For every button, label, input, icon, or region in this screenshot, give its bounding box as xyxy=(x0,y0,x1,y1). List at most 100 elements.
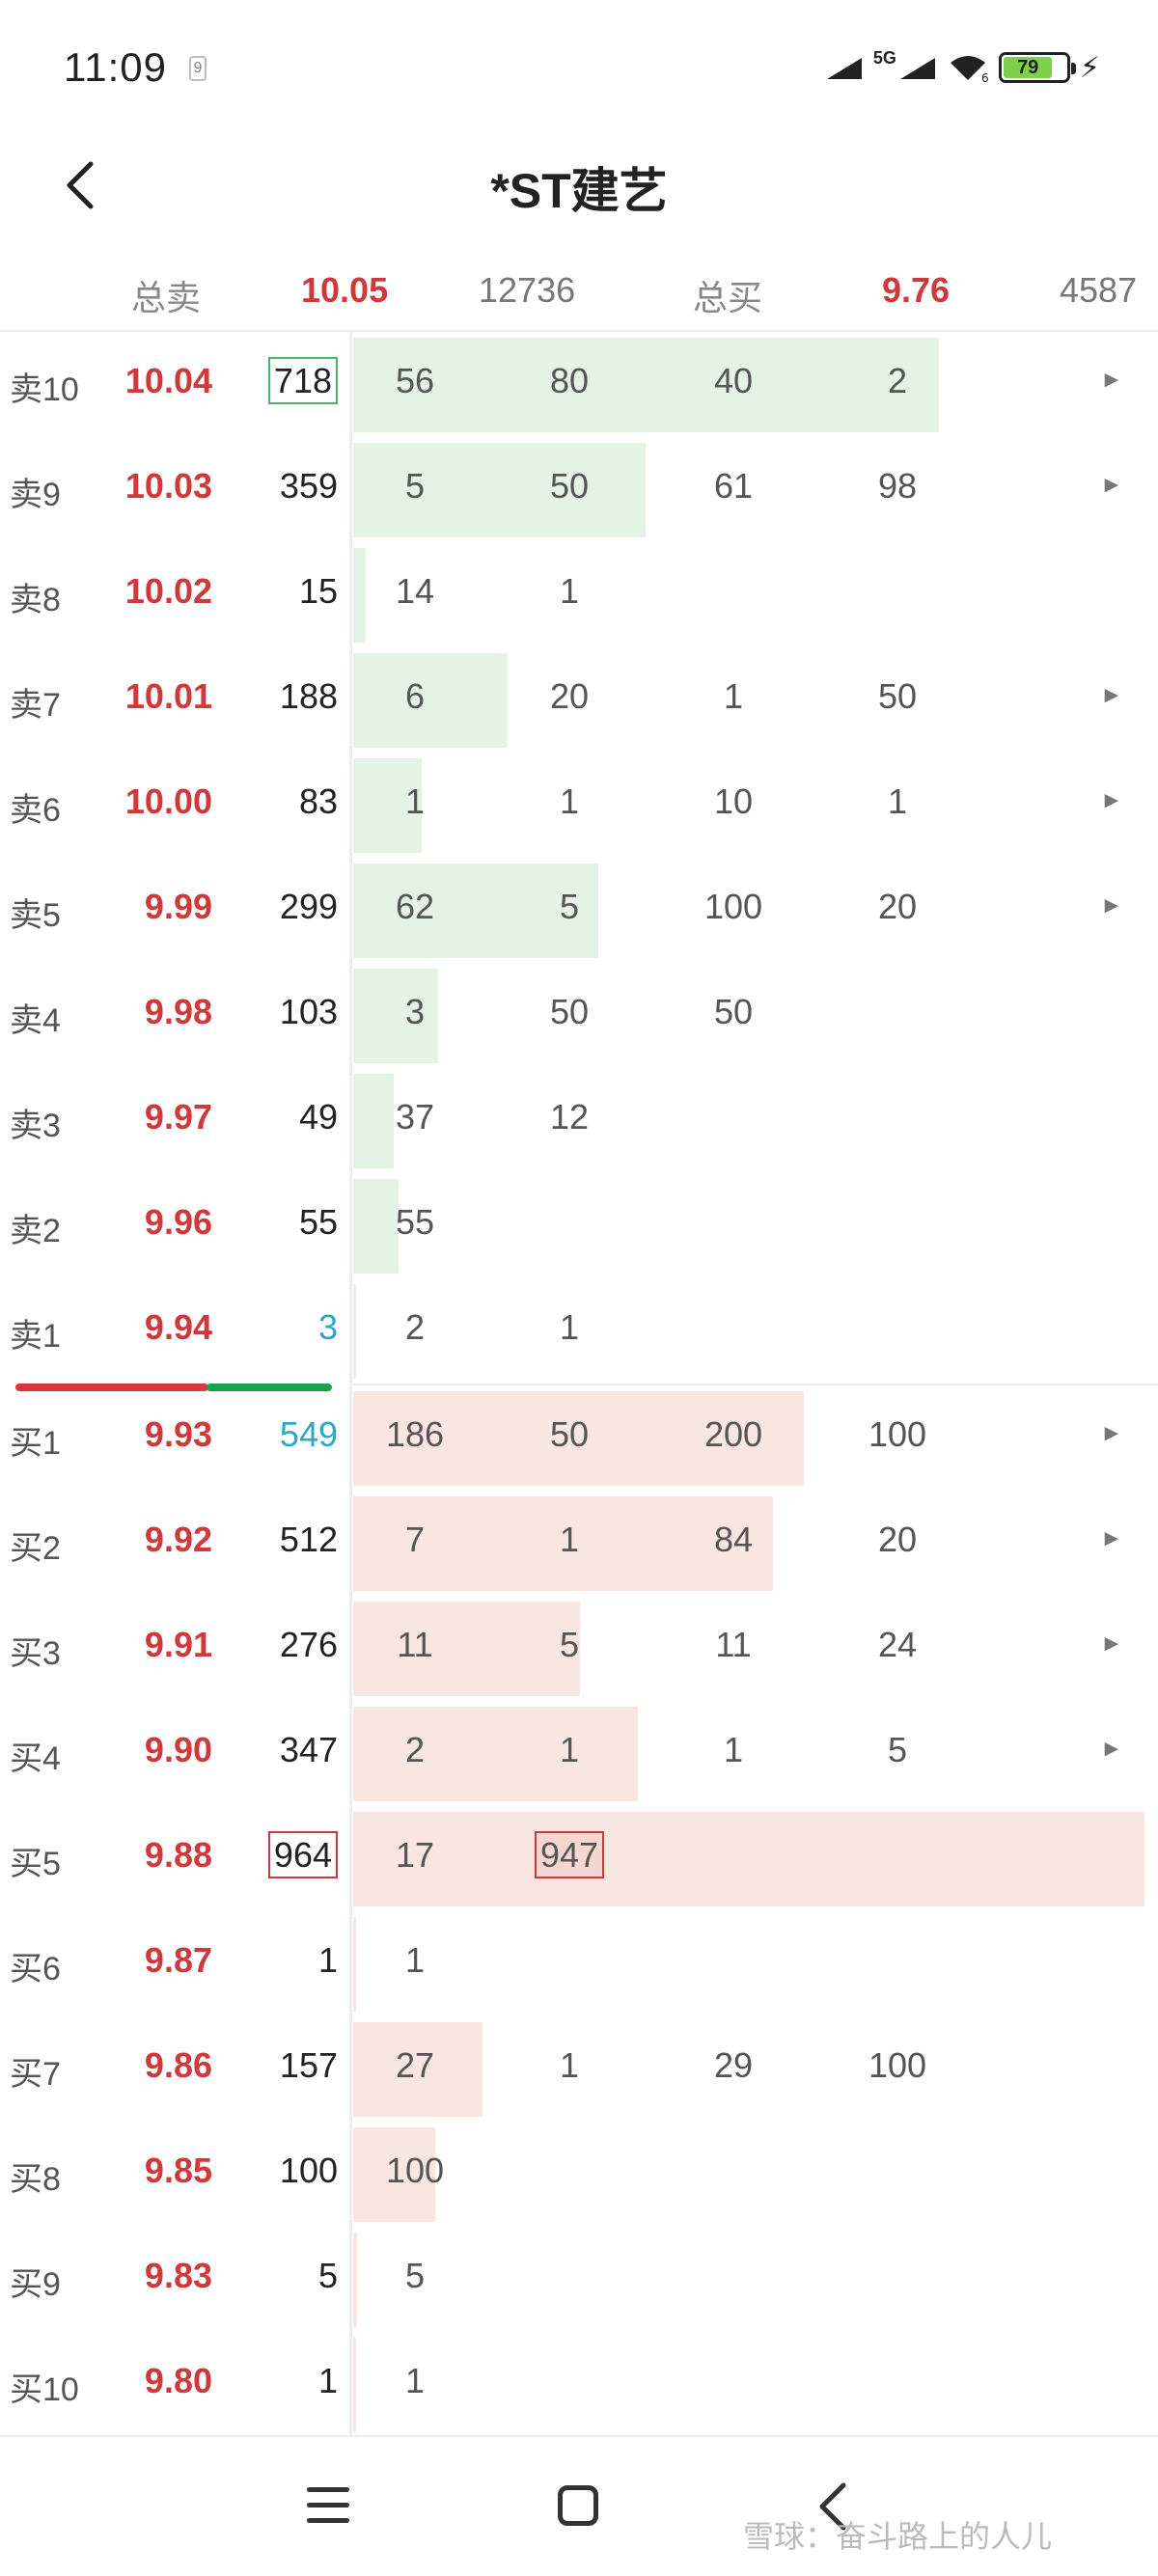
expand-arrow-icon[interactable]: ► xyxy=(1100,1631,1123,1657)
sell-order-cell: 1 xyxy=(502,781,637,822)
buy-row[interactable]: 买5 9.88 964 17 947 xyxy=(0,1806,1158,1911)
sell-order-value: 12 xyxy=(549,1097,590,1137)
app-header: *ST建艺 xyxy=(0,135,1158,241)
sell-order-value: 6 xyxy=(404,676,426,716)
sell-price: 10.00 xyxy=(124,781,212,821)
page-title: *ST建艺 xyxy=(490,164,668,218)
sell-row[interactable]: 卖1 9.94 3 2 1 xyxy=(0,1278,1158,1384)
sell-order-value: 1 xyxy=(559,1307,580,1347)
sell-row[interactable]: 卖9 10.03 359 5 50 61 98 ► xyxy=(0,437,1158,542)
buy-row[interactable]: 买1 9.93 549 186 50 200 100 ► xyxy=(0,1385,1158,1491)
status-bar: 11:09 9 5G 6 79 ⚡ xyxy=(0,0,1158,135)
sell-order-cell: 2 xyxy=(347,1307,482,1348)
sell-row[interactable]: 卖6 10.00 83 1 1 10 1 ► xyxy=(0,753,1158,858)
expand-arrow-icon[interactable]: ► xyxy=(1100,367,1123,393)
buy-volume-bar xyxy=(353,2022,482,2117)
buy-order-cell: 17 xyxy=(347,1835,482,1876)
sell-row[interactable]: 卖8 10.02 15 14 1 xyxy=(0,542,1158,647)
buy-order-cell: 200 xyxy=(666,1414,801,1455)
buy-row[interactable]: 买10 9.80 1 1 xyxy=(0,2332,1158,2437)
sell-volume: 299 xyxy=(222,887,338,927)
sell-volume-bar xyxy=(353,1179,399,1274)
sell-row[interactable]: 卖4 9.98 103 3 50 50 xyxy=(0,963,1158,1068)
sell-order-value: 1 xyxy=(404,781,426,821)
sell-order-value: 20 xyxy=(877,887,918,926)
buy-volume-value: 549 xyxy=(279,1414,338,1454)
buy-row[interactable]: 买2 9.92 512 7 1 84 20 ► xyxy=(0,1491,1158,1596)
expand-arrow-icon[interactable]: ► xyxy=(1100,787,1123,813)
sell-order-cell: 50 xyxy=(502,466,637,507)
sell-volume-value: 299 xyxy=(279,887,338,926)
total-sell-price: 10.05 xyxy=(301,270,389,310)
back-icon[interactable] xyxy=(811,2480,855,2534)
buy-order-cell: 100 xyxy=(830,2045,965,2086)
sell-price: 9.94 xyxy=(144,1307,212,1347)
buy-order-cell: 11 xyxy=(347,1625,482,1665)
buy-order-value: 1 xyxy=(404,1940,426,1980)
buy-row[interactable]: 买8 9.85 100 100 xyxy=(0,2122,1158,2227)
buy-price: 9.80 xyxy=(144,2361,212,2400)
buy-row[interactable]: 买4 9.90 347 2 1 1 5 ► xyxy=(0,1701,1158,1806)
sell-volume: 55 xyxy=(222,1202,338,1243)
sell-volume: 49 xyxy=(222,1097,338,1137)
sell-volume-bar xyxy=(353,1074,394,1168)
sell-order-cell: 10 xyxy=(666,781,801,822)
buy-order-cell: 5 xyxy=(830,1730,965,1770)
sell-order-cell: 5 xyxy=(502,887,637,927)
expand-arrow-icon[interactable]: ► xyxy=(1100,472,1123,498)
buy-row[interactable]: 买7 9.86 157 27 1 29 100 xyxy=(0,2016,1158,2122)
buy-order-cell: 27 xyxy=(347,2045,482,2086)
sell-volume-value: 15 xyxy=(298,571,338,611)
sell-row[interactable]: 卖7 10.01 188 6 20 1 50 ► xyxy=(0,647,1158,753)
sell-price: 10.01 xyxy=(124,676,212,716)
buy-volume-value: 100 xyxy=(279,2151,338,2190)
sell-level-label: 卖6 xyxy=(10,792,61,829)
buy-row[interactable]: 买9 9.83 5 5 xyxy=(0,2227,1158,2332)
buy-volume-bar xyxy=(353,1602,580,1696)
buy-order-cell: 100 xyxy=(347,2151,482,2191)
home-icon[interactable] xyxy=(558,2485,598,2526)
buy-volume-value: 276 xyxy=(279,1625,338,1664)
buy-price: 9.93 xyxy=(144,1414,212,1454)
buy-order-cell: 1 xyxy=(502,1520,637,1560)
buy-order-cell: 100 xyxy=(830,1414,965,1455)
sell-volume-bar xyxy=(353,548,366,643)
sell-order-cell: 37 xyxy=(347,1097,482,1137)
svg-text:6: 6 xyxy=(981,71,989,82)
sell-row[interactable]: 卖5 9.99 299 62 5 100 20 ► xyxy=(0,858,1158,963)
buy-row[interactable]: 买6 9.87 1 1 xyxy=(0,1911,1158,2016)
expand-arrow-icon[interactable]: ► xyxy=(1100,682,1123,708)
menu-icon[interactable] xyxy=(307,2487,349,2526)
sell-order-cell: 50 xyxy=(830,676,965,717)
sell-order-value: 40 xyxy=(713,361,754,400)
expand-arrow-icon[interactable]: ► xyxy=(1100,892,1123,918)
buy-volume: 276 xyxy=(222,1625,338,1665)
buy-volume: 512 xyxy=(222,1520,338,1560)
expand-arrow-icon[interactable]: ► xyxy=(1100,1525,1123,1551)
buy-price: 9.83 xyxy=(144,2256,212,2295)
chevron-left-icon[interactable] xyxy=(54,156,112,214)
sell-order-cell: 40 xyxy=(666,361,801,401)
sell-order-value: 100 xyxy=(703,887,763,926)
sell-row[interactable]: 卖10 10.04 718 56 80 40 2 ► xyxy=(0,332,1158,437)
expand-arrow-icon[interactable]: ► xyxy=(1100,1736,1123,1762)
sell-order-cell: 3 xyxy=(347,992,482,1032)
sell-order-cell: 55 xyxy=(347,1202,482,1243)
sell-row[interactable]: 卖3 9.97 49 37 12 xyxy=(0,1068,1158,1173)
buy-volume-value: 157 xyxy=(279,2045,338,2085)
sell-volume-bar xyxy=(353,1284,356,1379)
sell-order-value: 37 xyxy=(395,1097,435,1137)
spread-bar-buy xyxy=(207,1384,332,1391)
network-type: 5G xyxy=(872,47,896,68)
sell-row[interactable]: 卖2 9.96 55 55 xyxy=(0,1173,1158,1278)
sell-order-cell: 50 xyxy=(502,992,637,1032)
sell-order-value: 20 xyxy=(549,676,590,716)
buy-order-cell: 1 xyxy=(666,1730,801,1770)
sell-volume: 3 xyxy=(222,1307,338,1348)
buy-order-cell: 186 xyxy=(347,1414,482,1455)
buy-row[interactable]: 买3 9.91 276 11 5 11 24 ► xyxy=(0,1596,1158,1701)
sell-volume-bar xyxy=(353,443,646,537)
sell-volume-value: 103 xyxy=(279,992,338,1031)
battery-icon: 79 xyxy=(998,52,1076,83)
expand-arrow-icon[interactable]: ► xyxy=(1100,1420,1123,1446)
